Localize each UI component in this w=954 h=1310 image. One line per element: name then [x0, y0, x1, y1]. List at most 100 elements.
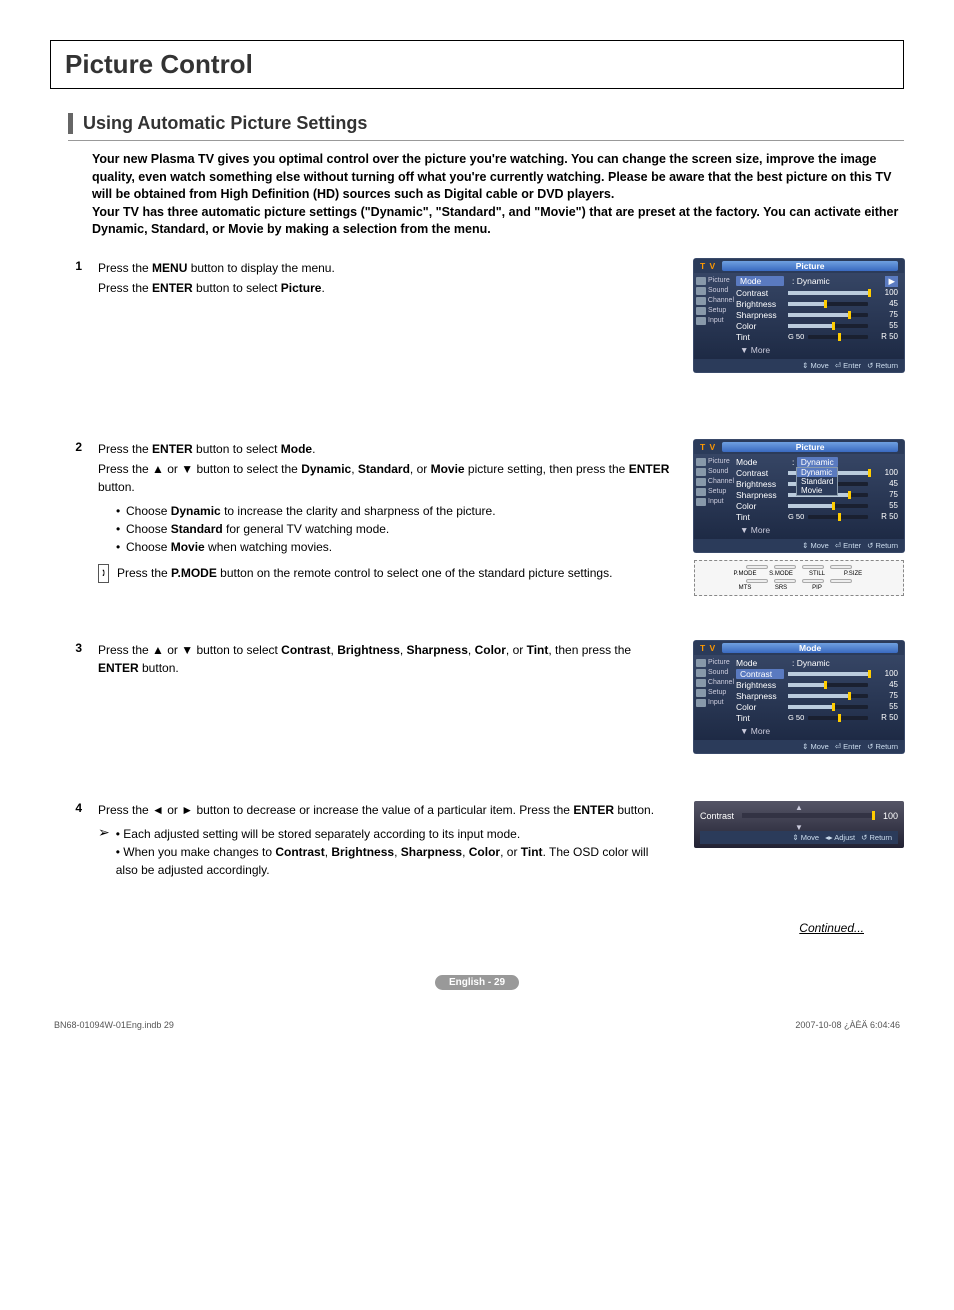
osd-panel: T VPicturePictureSoundChannelSetupInputM… [694, 259, 904, 372]
osd-slider-bar [788, 504, 868, 508]
remote-button [746, 565, 768, 569]
section-rule [68, 140, 904, 141]
bullet: Choose Movie when watching movies. [116, 538, 672, 556]
chapter-title: Picture Control [65, 49, 889, 80]
osd-slider-bar [788, 313, 868, 317]
remote-button [830, 579, 852, 583]
remote-button [774, 579, 796, 583]
step-number: 1 [68, 259, 82, 299]
osd-row-value: 100 [872, 468, 898, 477]
osd-tint-row: TintG 50R 50 [736, 512, 898, 522]
osd-panel: T VModePictureSoundChannelSetupInputMode… [694, 641, 904, 753]
intro-paragraph: Your new Plasma TV gives you optimal con… [92, 151, 904, 239]
step-line: Press the ENTER button to select Mode. [98, 440, 672, 458]
osd-sidebar-item: Setup [694, 487, 736, 497]
osd-mode-row: Mode: Dynamic [736, 658, 898, 668]
osd-tint-row: TintG 50R 50 [736, 713, 898, 723]
osd-row-value: 75 [872, 310, 898, 319]
osd-sidebar-item: Channel [694, 477, 736, 487]
osd-row-value: 45 [872, 680, 898, 689]
step-line: Press the ◄ or ► button to decrease or i… [98, 801, 672, 819]
section-heading: Using Automatic Picture Settings [68, 113, 904, 134]
osd-row-label: Sharpness [736, 490, 784, 500]
osd-row-label: Color [736, 321, 784, 331]
step-row: 3 Press the ▲ or ▼ button to select Cont… [68, 641, 904, 761]
osd-sidebar-item: Sound [694, 668, 736, 678]
osd-slider-row: Sharpness 75 [736, 691, 898, 701]
osd-row-label: Color [736, 702, 784, 712]
osd-sidebar-item: Channel [694, 296, 736, 306]
osd-row-label: Color [736, 501, 784, 511]
osd-tint-row: TintG 50R 50 [736, 332, 898, 342]
osd-row-label: Brightness [736, 299, 784, 309]
osd-more: ▼ More [736, 523, 898, 537]
note-text: Press the P.MODE button on the remote co… [117, 564, 612, 582]
osd-row-value: 55 [872, 501, 898, 510]
osd-row-value: 75 [872, 490, 898, 499]
document-footer: BN68-01094W-01Eng.indb 29 2007-10-08 ¿ÀÈ… [50, 1020, 904, 1030]
osd-sidebar-item: Setup [694, 688, 736, 698]
bullet: Choose Dynamic to increase the clarity a… [116, 502, 672, 520]
osd-contrast-panel: ▲Contrast100▼⇕ Move◂▸ Adjust↺ Return [694, 801, 904, 849]
osd-sidebar: PictureSoundChannelSetupInput [694, 454, 736, 539]
osd-row-value: 45 [872, 479, 898, 488]
remote-button [802, 565, 824, 569]
step-line: Press the MENU button to display the men… [98, 259, 672, 277]
step-number: 4 [68, 801, 82, 879]
osd-slider-row: Color55 [736, 702, 898, 712]
step-number: 2 [68, 440, 82, 583]
osd-sidebar-item: Setup [694, 306, 736, 316]
osd-header: T VPicture [694, 440, 904, 454]
osd-header: T VMode [694, 641, 904, 655]
osd-footer: ⇕ Move⏎ Enter↺ Return [694, 539, 904, 552]
osd-sidebar-item: Picture [694, 457, 736, 467]
section: Using Automatic Picture Settings Your ne… [68, 113, 904, 935]
page-number-pill: English - 29 [50, 975, 904, 990]
osd-row-label: Brightness [736, 479, 784, 489]
osd-mode-row: Mode: Dynamic▶ [736, 276, 898, 287]
step-line: Press the ▲ or ▼ button to select Contra… [98, 641, 672, 677]
osd-panel: T VPicturePictureSoundChannelSetupInputM… [694, 440, 904, 552]
osd-row-label: Contrast [736, 468, 784, 478]
osd-row-value: 45 [872, 299, 898, 308]
remote-icon: 🕽 [98, 564, 109, 583]
osd-slider-row: Contrast100 [736, 288, 898, 298]
osd-row-value: 100 [872, 669, 898, 678]
osd-mode-row: Mode: DynamicDynamicStandardMovie [736, 457, 898, 467]
osd-slider-row: Brightness45 [736, 680, 898, 690]
osd-sidebar-item: Sound [694, 286, 736, 296]
osd-sidebar-item: Picture [694, 276, 736, 286]
osd-slider-bar [788, 291, 868, 295]
step-line: Press the ▲ or ▼ button to select the Dy… [98, 460, 672, 496]
remote-button [774, 565, 796, 569]
remote-note: 🕽 Press the P.MODE button on the remote … [98, 564, 672, 583]
osd-slider-row: Color 55 [736, 501, 898, 511]
osd-figure: T VModePictureSoundChannelSetupInputMode… [694, 641, 904, 761]
steps-list: 1 Press the MENU button to display the m… [68, 259, 904, 897]
manual-page: Picture Control Using Automatic Picture … [0, 0, 954, 1050]
step-body: Press the ▲ or ▼ button to select Contra… [98, 641, 682, 679]
osd-sidebar-item: Input [694, 497, 736, 507]
step-row: 4 Press the ◄ or ► button to decrease or… [68, 801, 904, 897]
osd-row-value: 75 [872, 691, 898, 700]
osd-row-label: Sharpness [736, 310, 784, 320]
osd-slider-row: Brightness 45 [736, 299, 898, 309]
osd-row-value: 55 [872, 321, 898, 330]
doc-footer-right: 2007-10-08 ¿ÀÈÄ 6:04:46 [795, 1020, 900, 1030]
doc-footer-left: BN68-01094W-01Eng.indb 29 [54, 1020, 174, 1030]
osd-row-label: Sharpness [736, 691, 784, 701]
step-body: Press the MENU button to display the men… [98, 259, 682, 299]
osd-slider-row: Color 55 [736, 321, 898, 331]
step-bullets: Choose Dynamic to increase the clarity a… [116, 502, 672, 556]
continued-label: Continued... [68, 921, 864, 935]
step-line: Press the ENTER button to select Picture… [98, 279, 672, 297]
osd-slider-bar [788, 705, 868, 709]
osd-header: T VPicture [694, 259, 904, 273]
osd-sidebar: PictureSoundChannelSetupInput [694, 655, 736, 740]
osd-sidebar-item: Channel [694, 678, 736, 688]
osd-more: ▼ More [736, 724, 898, 738]
osd-footer: ⇕ Move⏎ Enter↺ Return [694, 359, 904, 372]
note-bullet: • Each adjusted setting will be stored s… [116, 825, 672, 843]
step-row: 2 Press the ENTER button to select Mode.… [68, 440, 904, 601]
osd-row-label: Contrast [736, 669, 784, 679]
